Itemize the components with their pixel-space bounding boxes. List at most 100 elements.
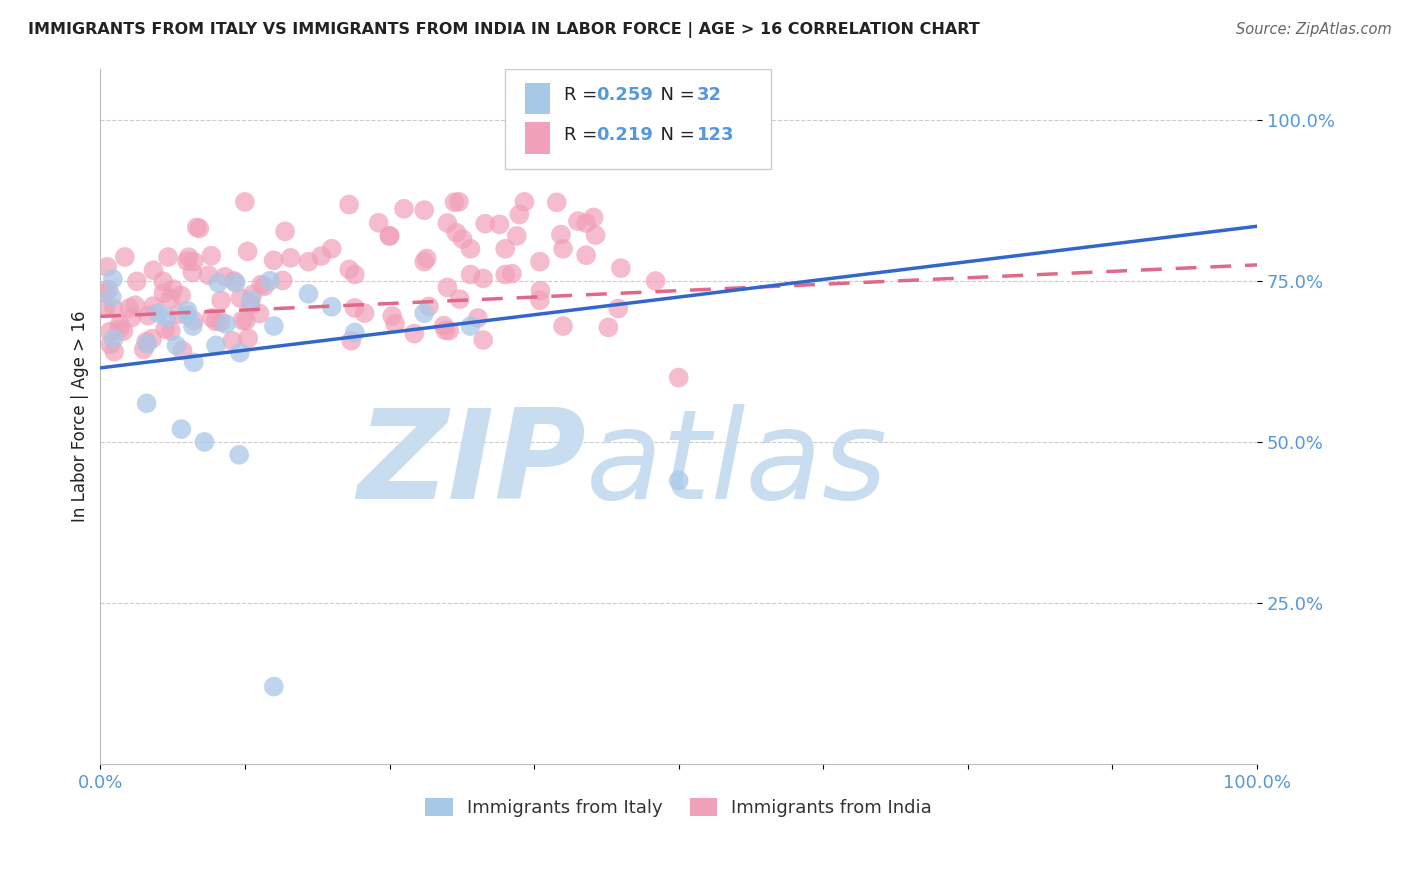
Point [321,300,343,314]
Point [378,228,401,243]
Point [280,251,302,265]
Point [668,474,690,488]
Point [101,272,124,286]
Point [238,331,260,345]
Point [297,254,319,268]
Point [513,194,536,209]
Point [340,334,363,348]
Point [259,274,281,288]
Point [176,254,198,268]
Point [249,307,271,321]
Point [214,269,236,284]
Point [337,197,360,211]
Point [197,268,219,283]
Point [136,309,159,323]
Point [155,310,177,325]
Point [384,317,406,331]
Point [98,337,121,351]
Point [575,248,598,262]
Point [404,326,426,341]
Point [551,242,574,256]
Point [263,680,285,694]
Y-axis label: In Labor Force | Age > 16: In Labor Force | Age > 16 [72,310,89,522]
Point [506,228,529,243]
Point [439,324,461,338]
Point [253,279,276,293]
Point [200,249,222,263]
Point [337,262,360,277]
FancyBboxPatch shape [505,69,772,169]
Point [668,370,690,384]
Point [529,284,551,298]
Point [229,291,252,305]
Point [546,195,568,210]
Text: 0.259: 0.259 [596,86,654,104]
Text: Source: ZipAtlas.com: Source: ZipAtlas.com [1236,22,1392,37]
Point [207,276,229,290]
Point [242,287,264,301]
FancyBboxPatch shape [524,122,550,153]
Point [575,216,598,230]
Point [159,292,181,306]
Point [610,261,633,276]
Point [239,293,262,308]
Point [239,297,262,311]
Point [378,228,401,243]
Point [494,242,516,256]
Point [103,301,125,316]
Point [183,355,205,369]
Point [205,314,228,328]
Point [467,311,489,326]
Point [460,268,482,282]
Point [229,345,252,359]
Legend: Immigrants from Italy, Immigrants from India: Immigrants from Italy, Immigrants from I… [418,790,939,824]
Point [231,313,253,327]
Point [343,301,366,315]
Point [114,250,136,264]
Point [221,334,243,348]
Text: 32: 32 [697,86,723,104]
Point [343,268,366,282]
Point [474,217,496,231]
Point [124,298,146,312]
Point [367,216,389,230]
Point [132,343,155,357]
Point [501,267,523,281]
Point [529,293,551,308]
Point [436,280,458,294]
Point [233,194,256,209]
Point [141,332,163,346]
Point [120,310,142,325]
Point [415,252,437,266]
Point [607,301,630,316]
Point [392,202,415,216]
Point [193,434,215,449]
Point [157,250,180,264]
Point [274,224,297,238]
Point [188,221,211,235]
Text: N =: N = [648,126,700,144]
Point [108,317,131,331]
Point [152,286,174,301]
Point [209,315,232,329]
Point [449,292,471,306]
Point [472,271,495,285]
Point [321,242,343,256]
Point [94,301,117,316]
Point [488,218,510,232]
Point [142,299,165,313]
Point [96,260,118,274]
Point [152,274,174,288]
Point [183,254,205,268]
Point [135,337,157,351]
Point [177,250,200,264]
Point [235,313,257,327]
Point [162,282,184,296]
Point [166,307,188,321]
Point [222,274,245,288]
Point [228,448,250,462]
Point [148,306,170,320]
Point [159,324,181,338]
Point [353,306,375,320]
Point [263,253,285,268]
